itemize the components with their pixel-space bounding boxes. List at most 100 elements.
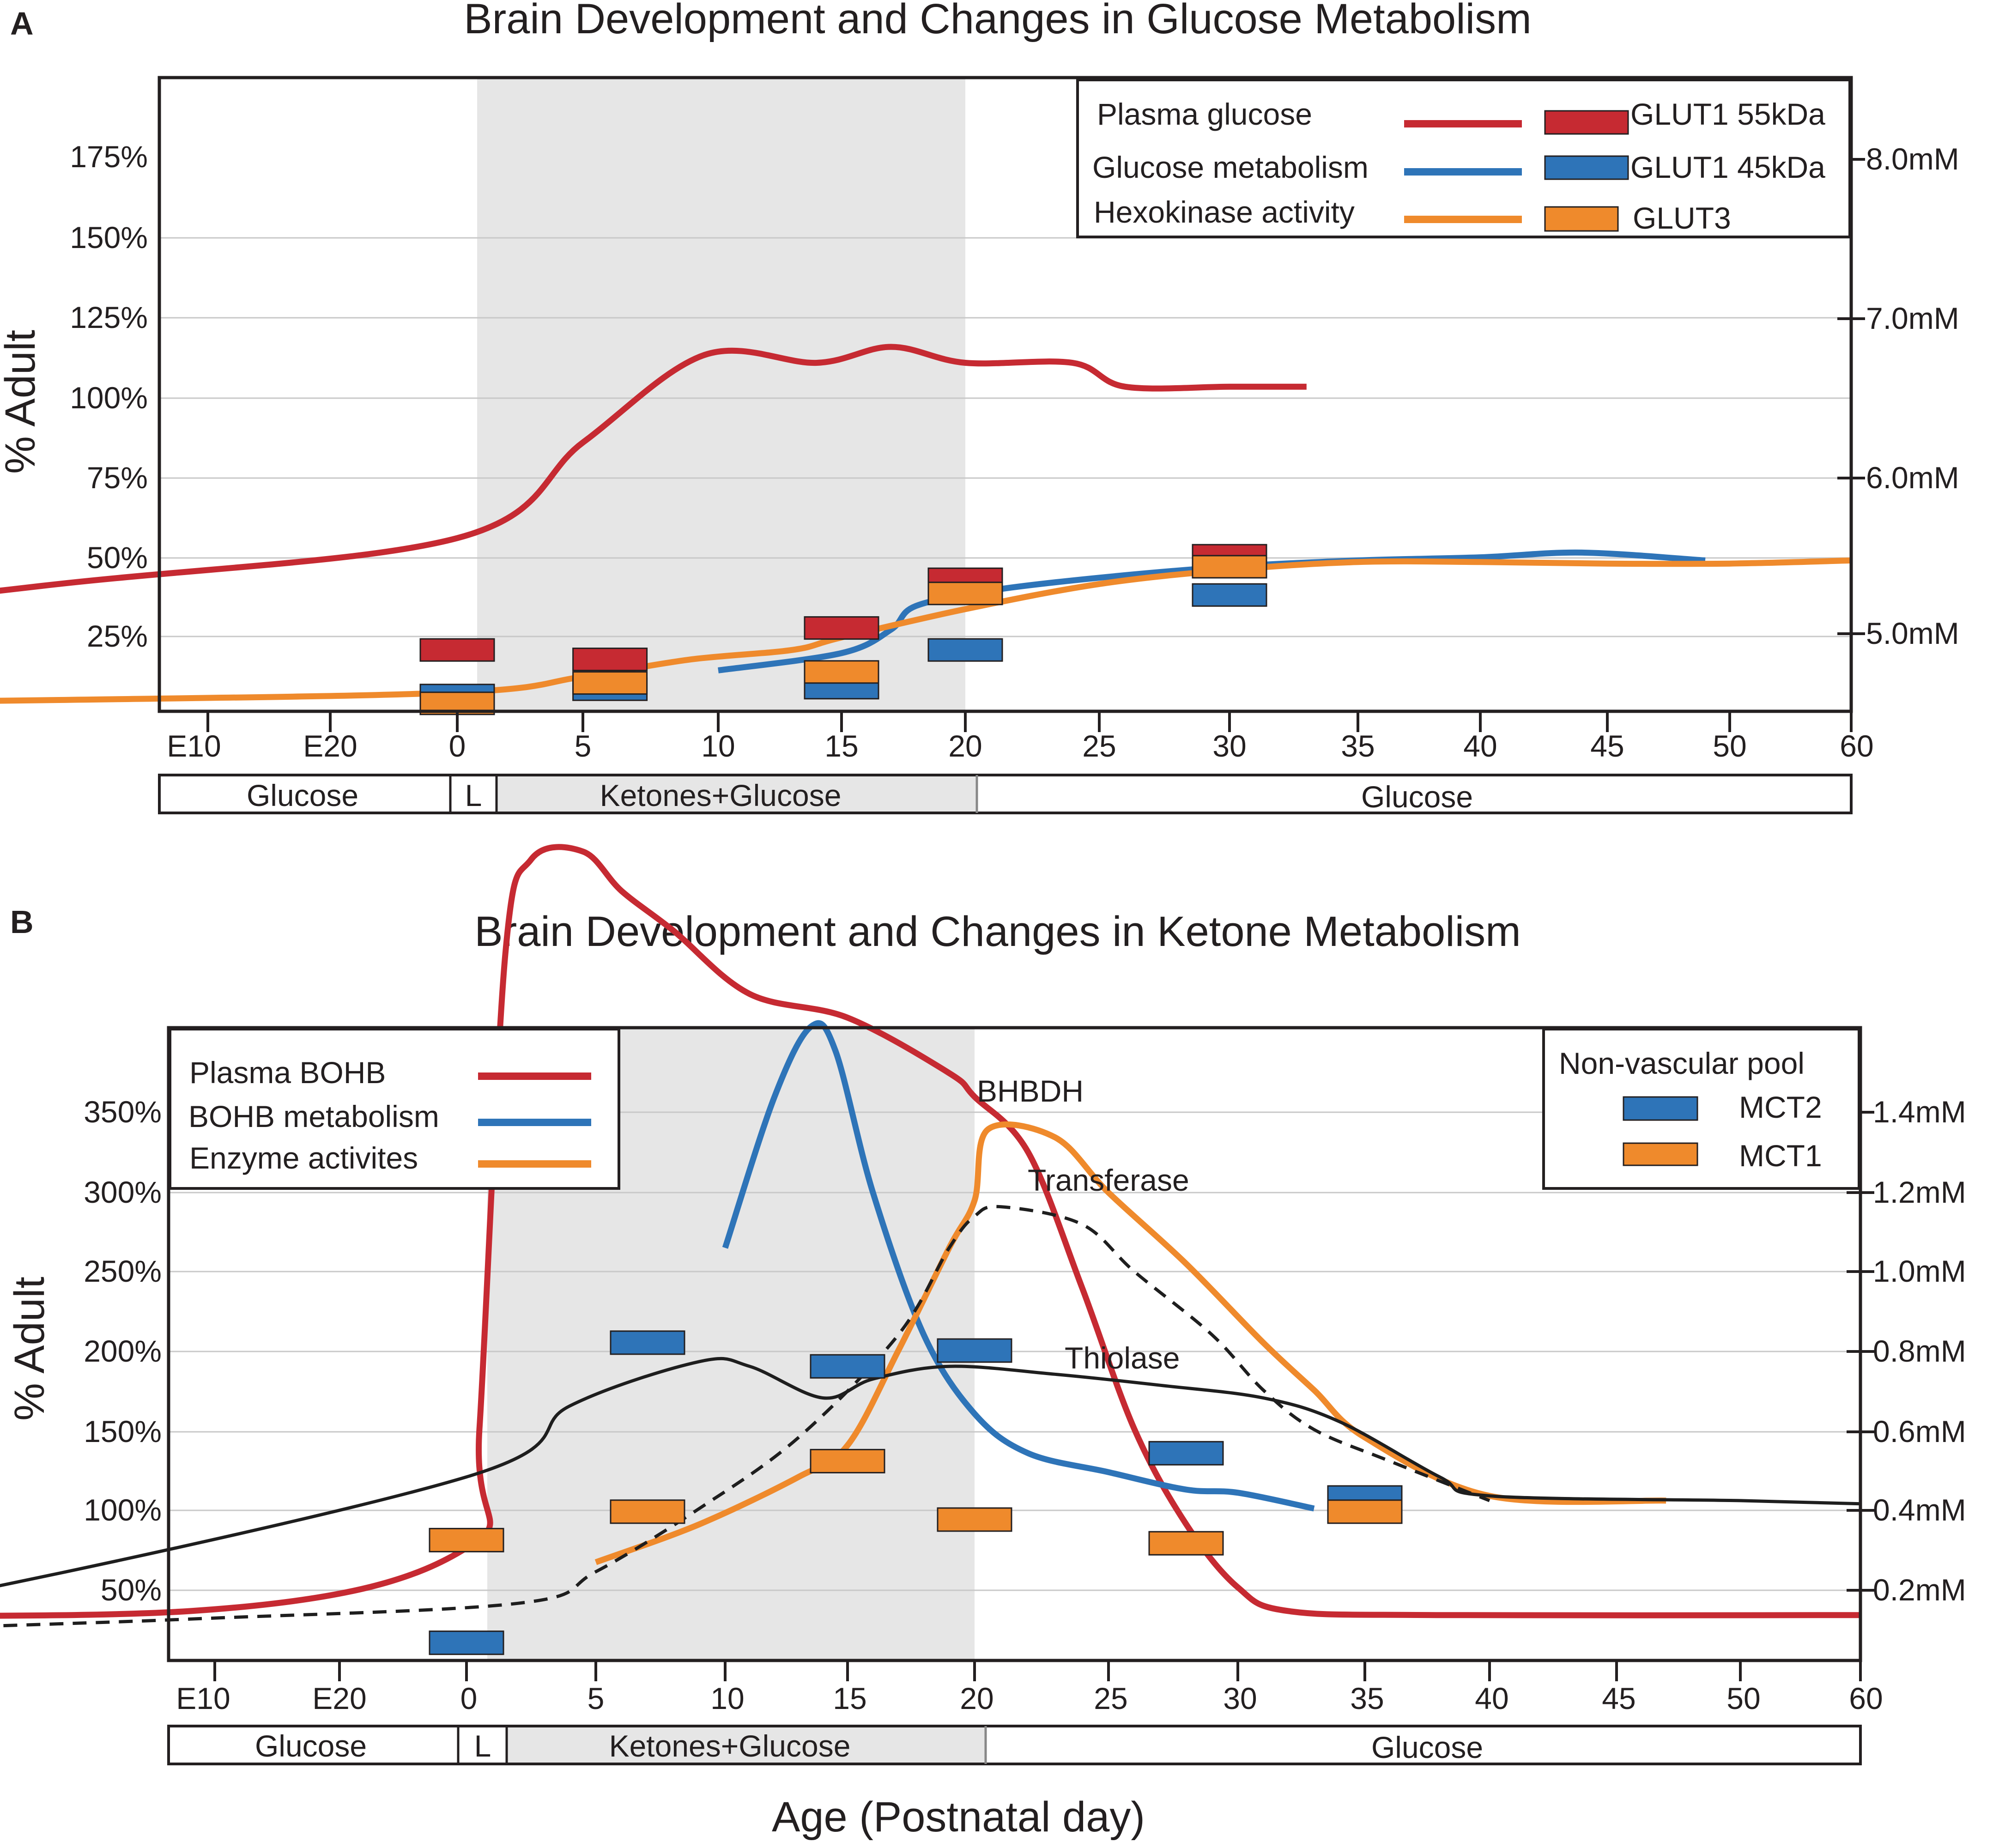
legend-label-bohb-metabolism: BOHB metabolism	[188, 1099, 439, 1133]
x-tick-label: E20	[303, 729, 357, 763]
bar-glut1-45kda	[1192, 583, 1267, 607]
x-tick-label: 40	[1475, 1681, 1508, 1715]
legend-label-mct2: MCT2	[1739, 1090, 1822, 1124]
series-line-transferase	[0, 1205, 1490, 1628]
series-line-plasma-glucose	[0, 344, 1307, 594]
y2-tick-label: 6.0mM	[1866, 460, 1959, 495]
panel-b: B Brain Development and Changes in Keton…	[0, 844, 1966, 1765]
series-line-glucose-metabolism	[718, 549, 1706, 673]
y2-tick-label: 1.4mM	[1873, 1095, 1966, 1129]
bar-mct2	[610, 1330, 685, 1355]
panel-a-gridlines	[159, 237, 1851, 637]
legend-label-glucose-metabolism: Glucose metabolism	[1092, 150, 1369, 184]
phase-label-glucose: Glucose	[255, 1729, 367, 1763]
panel-a-ylabel: % Adult	[0, 330, 44, 474]
bar-glut3	[572, 671, 648, 695]
phase-label-ketones-glucose: Ketones+Glucose	[600, 778, 842, 812]
bar-mct2	[1148, 1441, 1224, 1466]
bar-mct1	[810, 1448, 885, 1473]
legend-frame	[1542, 1028, 1860, 1190]
x-tick-label: 10	[710, 1681, 744, 1715]
bar-glut1-55kda	[419, 638, 495, 662]
x-tick-label: 30	[1212, 729, 1246, 763]
y2-tick-label: 0.8mM	[1873, 1334, 1966, 1368]
panel-a-letter: A	[10, 6, 34, 42]
bar-mct1	[1148, 1531, 1224, 1556]
x-tick-label: 25	[1094, 1681, 1127, 1715]
panel-a-right-ticks: 8.0mM 7.0mM 6.0mM 5.0mM	[1837, 142, 1959, 650]
bar-glut1-55kda	[572, 648, 648, 672]
panel-b-ylabel: % Adult	[6, 1277, 53, 1421]
y-tick-label: 200%	[84, 1334, 162, 1368]
y-tick-label: 150%	[84, 1414, 162, 1448]
y-tick-label: 100%	[84, 1493, 162, 1527]
phase-ketones-shade	[507, 1726, 986, 1764]
x-tick-label: 60	[1849, 1681, 1883, 1715]
panel-b-frame	[167, 1026, 1862, 1662]
y-tick-label: 350%	[84, 1095, 162, 1129]
x-tick-label: 35	[1350, 1681, 1384, 1715]
panel-b-left-ticks: 350% 300% 250% 200% 150% 100% 50%	[84, 1095, 162, 1607]
y2-tick-label: 0.2mM	[1873, 1573, 1966, 1607]
panel-a-legend: Plasma glucose GLUT1 55kDa Glucose metab…	[1076, 79, 1851, 238]
y2-tick-label: 0.6mM	[1873, 1414, 1966, 1448]
legend-label-glut3: GLUT3	[1633, 201, 1731, 235]
panel-a-left-ticks: 175% 150% 125% 100% 75% 50% 25%	[70, 139, 148, 653]
x-tick-label: 50	[1713, 729, 1746, 763]
panel-a-phase-band: Glucose L Ketones+Glucose Glucose	[158, 774, 1853, 814]
phase-ketones-shade	[497, 775, 977, 813]
y2-tick-label: 7.0mM	[1866, 301, 1959, 335]
x-tick-label: 0	[460, 1681, 478, 1715]
phase-band-frame	[158, 774, 1853, 814]
bar-glut3	[927, 582, 1003, 606]
y-tick-label: 300%	[84, 1175, 162, 1209]
panel-b-legend-left: Plasma BOHB BOHB metabolism Enzyme activ…	[169, 1028, 620, 1190]
legend-label-glut1-55: GLUT1 55kDa	[1630, 97, 1825, 131]
x-axis-label: Age (Postnatal day)	[772, 1793, 1145, 1841]
legend-label-plasma-bohb: Plasma BOHB	[189, 1055, 386, 1090]
legend-bar-red	[1544, 110, 1629, 135]
panel-b-annotation-bhbdh: BHBDH	[977, 1074, 1084, 1108]
phase-label-glucose: Glucose	[1361, 780, 1473, 814]
x-tick-label: 5	[575, 729, 592, 763]
phase-label-glucose: Glucose	[247, 778, 358, 812]
x-tick-label: 15	[824, 729, 858, 763]
x-tick-label: 50	[1726, 1681, 1760, 1715]
x-tick-label: 10	[701, 729, 735, 763]
legend-bar-blue	[1544, 155, 1629, 180]
x-tick-label: 35	[1341, 729, 1375, 763]
x-tick-label: E10	[176, 1681, 230, 1715]
legend-bar-blue	[1623, 1096, 1698, 1121]
x-tick-label: 30	[1223, 1681, 1257, 1715]
y2-tick-label: 5.0mM	[1866, 616, 1959, 650]
phase-label-ketones-glucose: Ketones+Glucose	[609, 1729, 851, 1763]
x-tick-label: E20	[312, 1681, 366, 1715]
y2-tick-label: 1.0mM	[1873, 1254, 1966, 1288]
bar-mct1	[610, 1499, 685, 1524]
panel-b-x-ticks: E10 E20 0 5 10 15 20 25 30 35 40 45 50 60	[176, 1660, 1883, 1715]
panel-a: A Brain Development and Changes in Gluco…	[0, 0, 1959, 814]
x-tick-label: E10	[167, 729, 221, 763]
legend-label-plasma-glucose: Plasma glucose	[1097, 97, 1312, 131]
panel-b-title: Brain Development and Changes in Ketone …	[474, 908, 1521, 955]
legend-frame	[1076, 79, 1851, 238]
legend-bar-orange	[1623, 1142, 1698, 1166]
x-tick-label: 45	[1602, 1681, 1636, 1715]
y2-tick-label: 1.2mM	[1873, 1175, 1966, 1209]
y-tick-label: 25%	[87, 619, 148, 653]
y-tick-label: 125%	[70, 300, 148, 334]
panel-b-right-ticks: 1.4mM 1.2mM 1.0mM 0.8mM 0.6mM 0.4mM 0.2mM	[1847, 1095, 1966, 1607]
legend-label-glut1-45: GLUT1 45kDa	[1630, 150, 1825, 184]
bar-mct1	[429, 1527, 504, 1552]
x-tick-label: 5	[588, 1681, 605, 1715]
y-tick-label: 175%	[70, 139, 148, 174]
panel-a-x-ticks: E10 E20 0 5 10 15 20 25 30 35 40 45 50 60	[167, 711, 1874, 763]
panel-b-annotation-thiolase: Thiolase	[1065, 1341, 1180, 1375]
panel-a-bars	[419, 544, 1267, 715]
y-tick-label: 50%	[87, 540, 148, 575]
y-tick-label: 250%	[84, 1254, 162, 1288]
bar-glut1-55kda	[804, 616, 879, 640]
panel-a-shade	[477, 78, 965, 711]
x-tick-label: 20	[948, 729, 982, 763]
